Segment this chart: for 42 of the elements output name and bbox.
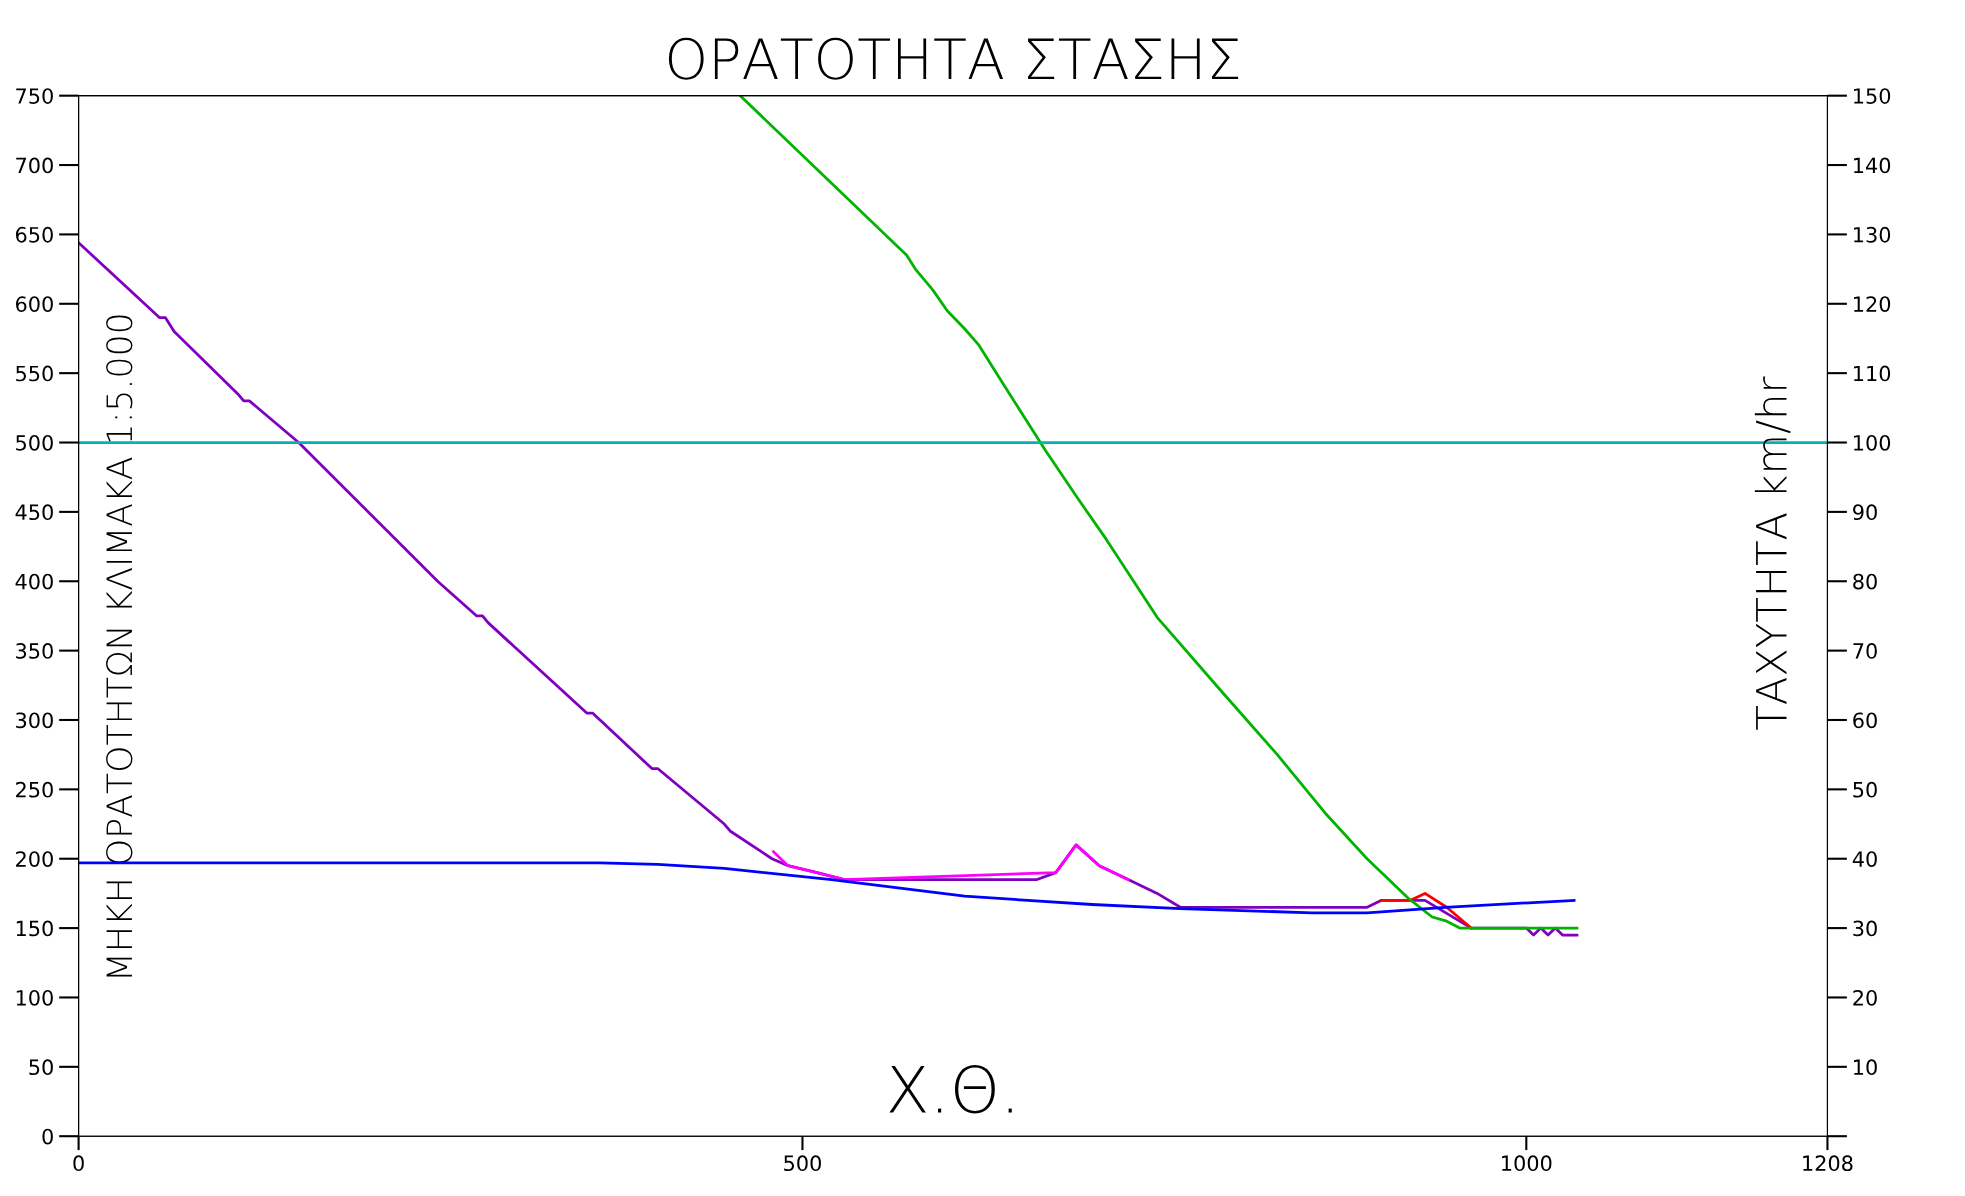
y2-tick-label: 20: [1853, 989, 1877, 1006]
y2-tick-label: 100: [1854, 434, 1891, 451]
y-tick-label: 200: [16, 851, 53, 867]
y-axis-title: ΜΗΚΗ ΟΡΑΤΟΤΗΤΩΝ ΚΛΙΜΑΚΑ 1:5.000: [106, 315, 133, 977]
y-tick-label: 350: [16, 643, 53, 659]
y-tick-label: 150: [16, 920, 53, 937]
y2-tick-label: 130: [1854, 226, 1891, 243]
y-tick-label: 600: [15, 296, 53, 312]
y-tick-label: 250: [16, 781, 53, 798]
y-tick-label: 400: [15, 573, 53, 590]
y2-axis-title: ΤΑΧΥΤΗΤΑ km/hr: [1754, 376, 1791, 730]
y-tick-label: 500: [16, 434, 53, 451]
x-tick-label: 500: [784, 1155, 821, 1172]
y-tick-label: 50: [29, 1059, 53, 1076]
y-tick-label: 700: [16, 157, 53, 174]
y2-tick-label: 30: [1853, 920, 1877, 937]
y-tick-label: 650: [15, 226, 53, 243]
y2-tick-label: 150: [1854, 88, 1891, 104]
y-tick-label: 0: [42, 1128, 53, 1145]
y2-tick-label: 120: [1854, 296, 1891, 312]
y2-tick-label: 10: [1854, 1059, 1877, 1076]
y2-tick-label: 70: [1853, 643, 1877, 659]
y2-tick-label: 80: [1853, 573, 1877, 590]
line-series: [1380, 892, 1473, 930]
y2-tick-label: 140: [1854, 157, 1891, 174]
x-tick-label: 1000: [1502, 1155, 1552, 1172]
y2-tick-label: 90: [1853, 504, 1877, 521]
x-tick-label: 1208: [1803, 1155, 1853, 1172]
y-tick-label: 450: [15, 504, 53, 521]
y-tick-label: 750: [16, 88, 53, 104]
x-tick-label: 0: [73, 1155, 84, 1172]
line-series: [772, 843, 1130, 881]
line-series: [738, 95, 1579, 930]
y-tick-label: 300: [16, 712, 53, 729]
chart-title: ΟΡΑΤΟΤΗΤΑ ΣΤΑΣΗΣ: [668, 37, 1239, 80]
y2-tick-label: 60: [1853, 712, 1877, 729]
y2-tick-label: 40: [1852, 851, 1877, 867]
y-tick-label: 550: [16, 365, 53, 382]
y2-tick-label: 110: [1854, 365, 1891, 382]
y-tick-label: 100: [16, 989, 53, 1006]
x-axis-title: Χ.Θ.: [889, 1065, 1012, 1114]
y2-tick-label: 50: [1853, 781, 1877, 798]
